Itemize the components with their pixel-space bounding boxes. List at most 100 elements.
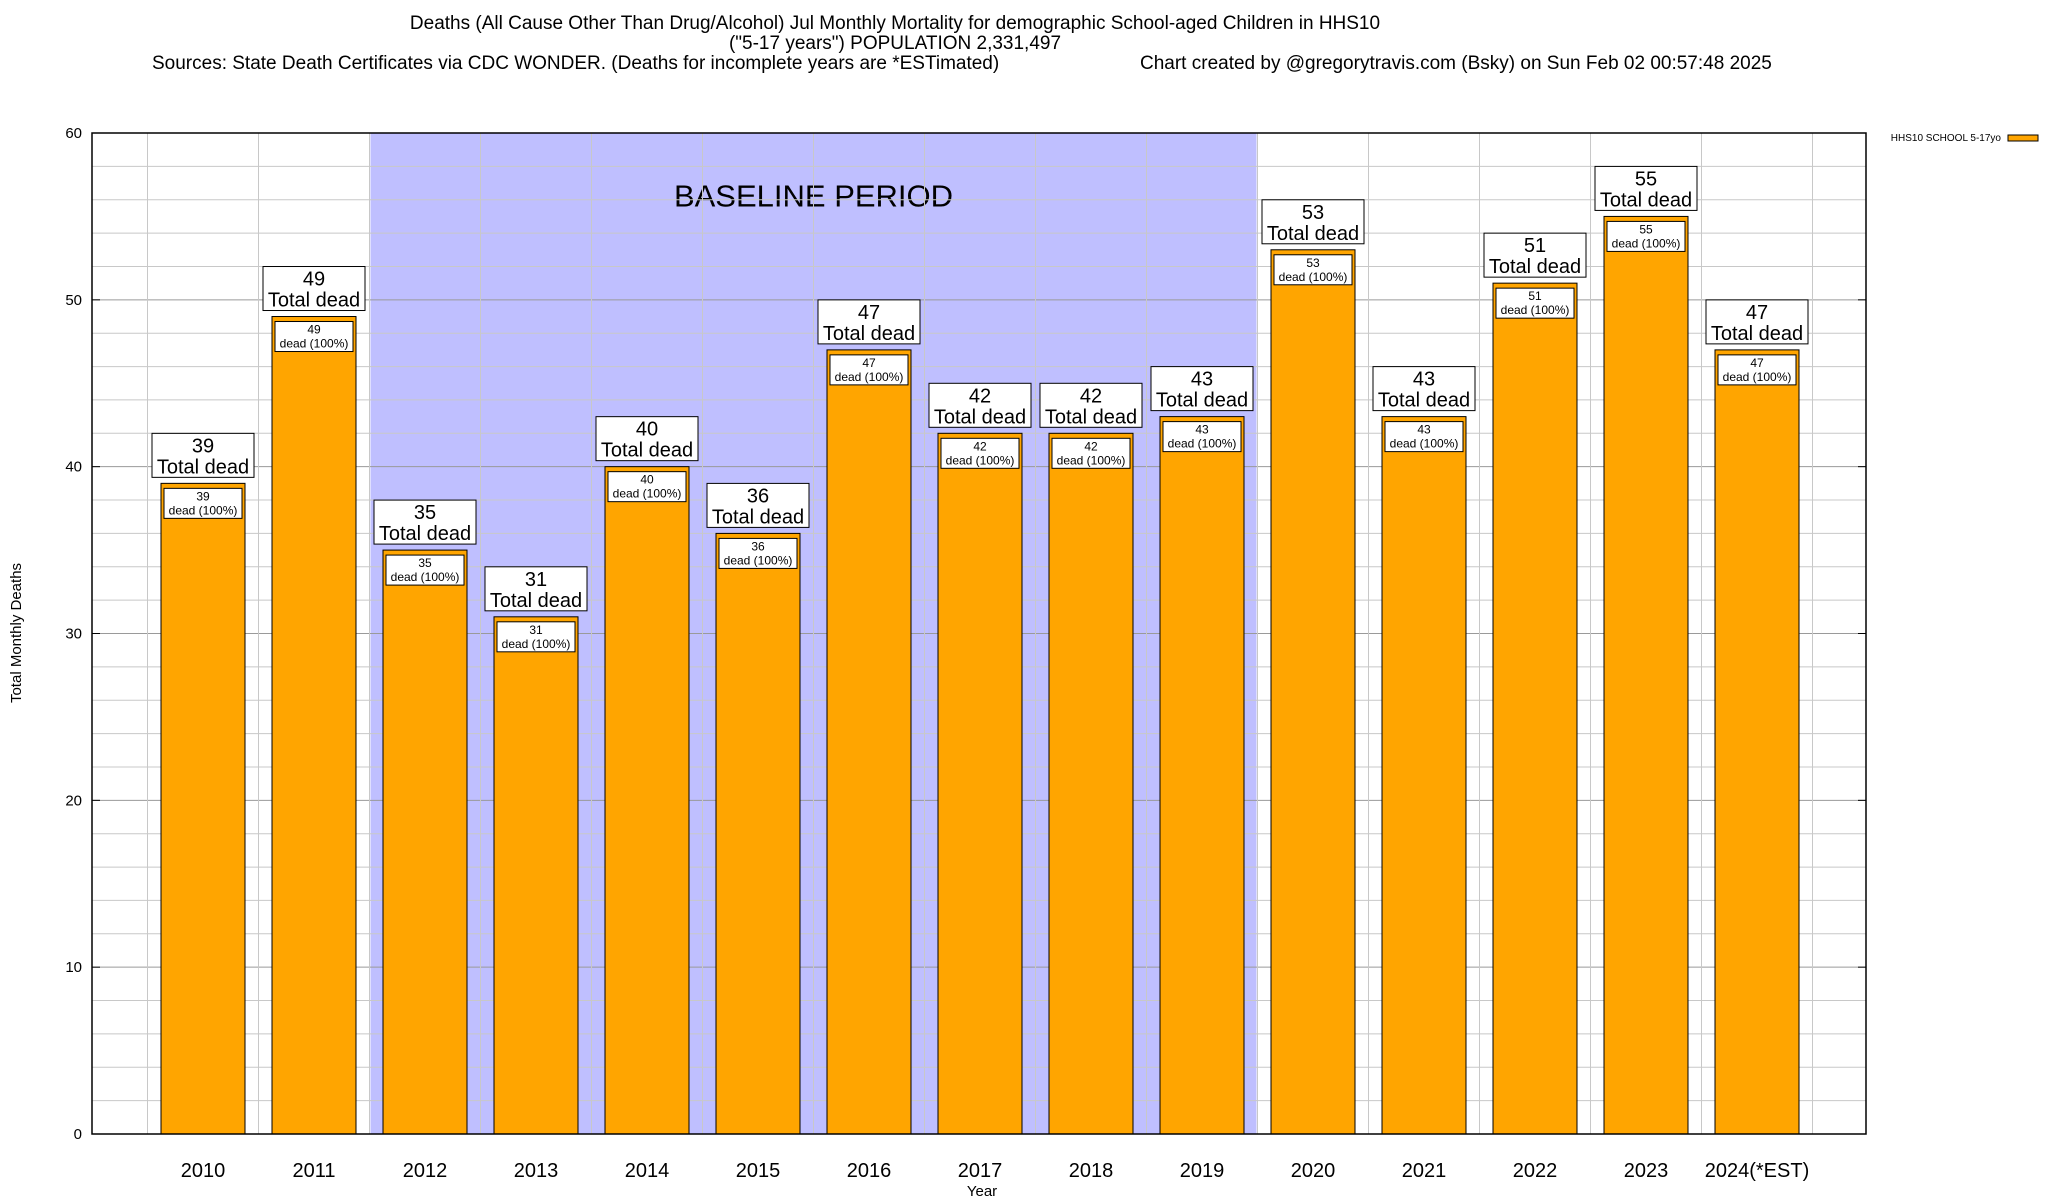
bar-inner-label: dead (100%) bbox=[502, 637, 571, 651]
bar-total-label: Total dead bbox=[1267, 223, 1359, 245]
bar-total-value: 42 bbox=[1080, 385, 1102, 407]
chart-subtitle: ("5-17 years") POPULATION 2,331,497 bbox=[728, 33, 1062, 54]
y-tick-label: 10 bbox=[65, 959, 82, 976]
y-axis-label: Total Monthly Deaths bbox=[8, 563, 25, 703]
bar-inner-label-box bbox=[163, 487, 243, 519]
bar-inner-value: 42 bbox=[1084, 439, 1098, 453]
legend-label: HHS10 SCHOOL 5-17yo bbox=[1891, 133, 2002, 144]
bar-inner-value: 43 bbox=[1195, 423, 1209, 437]
bar bbox=[1381, 416, 1467, 1135]
bar-total-value: 49 bbox=[303, 269, 325, 291]
x-tick-label: 2018 bbox=[1069, 1160, 1114, 1182]
bar-total-value: 42 bbox=[969, 385, 991, 407]
bar-total-label-box bbox=[1705, 299, 1809, 345]
bar-total-label-box bbox=[1594, 165, 1698, 211]
bar bbox=[493, 616, 579, 1135]
bar-inner-value: 36 bbox=[751, 539, 765, 553]
bar-total-label-box bbox=[262, 266, 366, 312]
x-tick-label: 2016 bbox=[847, 1160, 892, 1182]
bar-inner-label-box bbox=[1606, 220, 1686, 252]
bar-inner-label-box bbox=[1273, 254, 1353, 286]
bar-inner-label: dead (100%) bbox=[1279, 270, 1348, 284]
bar-inner-label-box bbox=[1162, 421, 1242, 453]
bar-total-label-box bbox=[151, 432, 255, 478]
bar-total-value: 53 bbox=[1302, 202, 1324, 224]
credit-note: Chart created by @gregorytravis.com (Bsk… bbox=[1140, 53, 1772, 74]
bar-inner-value: 43 bbox=[1417, 423, 1431, 437]
bar bbox=[1714, 349, 1800, 1135]
bar-total-label: Total dead bbox=[1711, 323, 1803, 345]
bar-inner-label-box bbox=[274, 321, 354, 353]
bar-inner-label: dead (100%) bbox=[280, 337, 349, 351]
bar-total-value: 40 bbox=[636, 419, 658, 441]
bar-inner-label-box bbox=[1495, 287, 1575, 319]
bar-total-value: 36 bbox=[747, 485, 769, 507]
bar-inner-value: 47 bbox=[862, 356, 876, 370]
bar bbox=[1492, 282, 1578, 1135]
x-tick-label: 2024(*EST) bbox=[1705, 1160, 1810, 1182]
x-tick-label: 2014 bbox=[625, 1160, 670, 1182]
x-tick-label: 2015 bbox=[736, 1160, 781, 1182]
bar-total-value: 35 bbox=[414, 502, 436, 524]
bar-total-label: Total dead bbox=[712, 506, 804, 528]
bar bbox=[1048, 432, 1134, 1135]
bar-total-label: Total dead bbox=[157, 456, 249, 478]
bar-inner-label: dead (100%) bbox=[1501, 303, 1570, 317]
y-tick-label: 40 bbox=[65, 459, 82, 476]
bar-total-label-box bbox=[373, 499, 477, 545]
bar-total-label: Total dead bbox=[601, 440, 693, 462]
x-tick-label: 2021 bbox=[1402, 1160, 1447, 1182]
bar-total-label: Total dead bbox=[379, 523, 471, 545]
bar-total-value: 47 bbox=[858, 302, 880, 324]
bar-total-label-box bbox=[1483, 232, 1587, 278]
bar-inner-label: dead (100%) bbox=[169, 503, 238, 517]
bar-inner-label: dead (100%) bbox=[1612, 236, 1681, 250]
legend-swatch bbox=[2007, 134, 2039, 142]
bar-inner-label: dead (100%) bbox=[1723, 370, 1792, 384]
bar-inner-label: dead (100%) bbox=[724, 553, 793, 567]
x-tick-label: 2011 bbox=[292, 1160, 335, 1182]
bar-inner-label: dead (100%) bbox=[1390, 437, 1459, 451]
bar-total-label-box bbox=[928, 382, 1032, 428]
bar-inner-value: 40 bbox=[640, 473, 654, 487]
plot-frame bbox=[91, 132, 1867, 1135]
bar-inner-value: 53 bbox=[1306, 256, 1320, 270]
bar-inner-label-box bbox=[718, 537, 798, 569]
y-tick-label: 0 bbox=[74, 1126, 82, 1143]
x-tick-label: 2019 bbox=[1180, 1160, 1225, 1182]
bar bbox=[604, 466, 690, 1135]
bar-inner-label-box bbox=[829, 354, 909, 386]
bar-inner-label-box bbox=[1717, 354, 1797, 386]
x-tick-label: 2020 bbox=[1291, 1160, 1336, 1182]
bar-total-value: 47 bbox=[1746, 302, 1768, 324]
bar-total-label: Total dead bbox=[823, 323, 915, 345]
bar-inner-label: dead (100%) bbox=[391, 570, 460, 584]
bar-inner-value: 39 bbox=[196, 489, 210, 503]
bar-total-label-box bbox=[484, 566, 588, 612]
y-tick-label: 50 bbox=[65, 292, 82, 309]
x-tick-label: 2010 bbox=[181, 1160, 226, 1182]
bar-total-value: 39 bbox=[192, 435, 214, 457]
bar bbox=[1603, 215, 1689, 1135]
bar-total-label: Total dead bbox=[934, 406, 1026, 428]
bar-inner-value: 49 bbox=[307, 323, 321, 337]
bar-inner-value: 47 bbox=[1750, 356, 1764, 370]
bar-inner-value: 51 bbox=[1528, 289, 1542, 303]
sources-note: Sources: State Death Certificates via CD… bbox=[152, 53, 1000, 74]
bar bbox=[271, 316, 357, 1135]
bar-total-value: 43 bbox=[1191, 369, 1213, 391]
bar-total-value: 55 bbox=[1635, 168, 1657, 190]
bar-total-label-box bbox=[1039, 382, 1143, 428]
y-tick-label: 30 bbox=[65, 626, 82, 643]
bar-total-label-box bbox=[706, 482, 810, 528]
bar bbox=[715, 532, 801, 1135]
bar-total-label-box bbox=[817, 299, 921, 345]
bar-total-label-box bbox=[1150, 366, 1254, 412]
bar-inner-label-box bbox=[940, 437, 1020, 469]
bar bbox=[1270, 249, 1356, 1135]
bar-total-label: Total dead bbox=[1045, 406, 1137, 428]
bar-total-value: 51 bbox=[1524, 235, 1546, 257]
bar-inner-label: dead (100%) bbox=[835, 370, 904, 384]
bar-total-label: Total dead bbox=[268, 290, 360, 312]
